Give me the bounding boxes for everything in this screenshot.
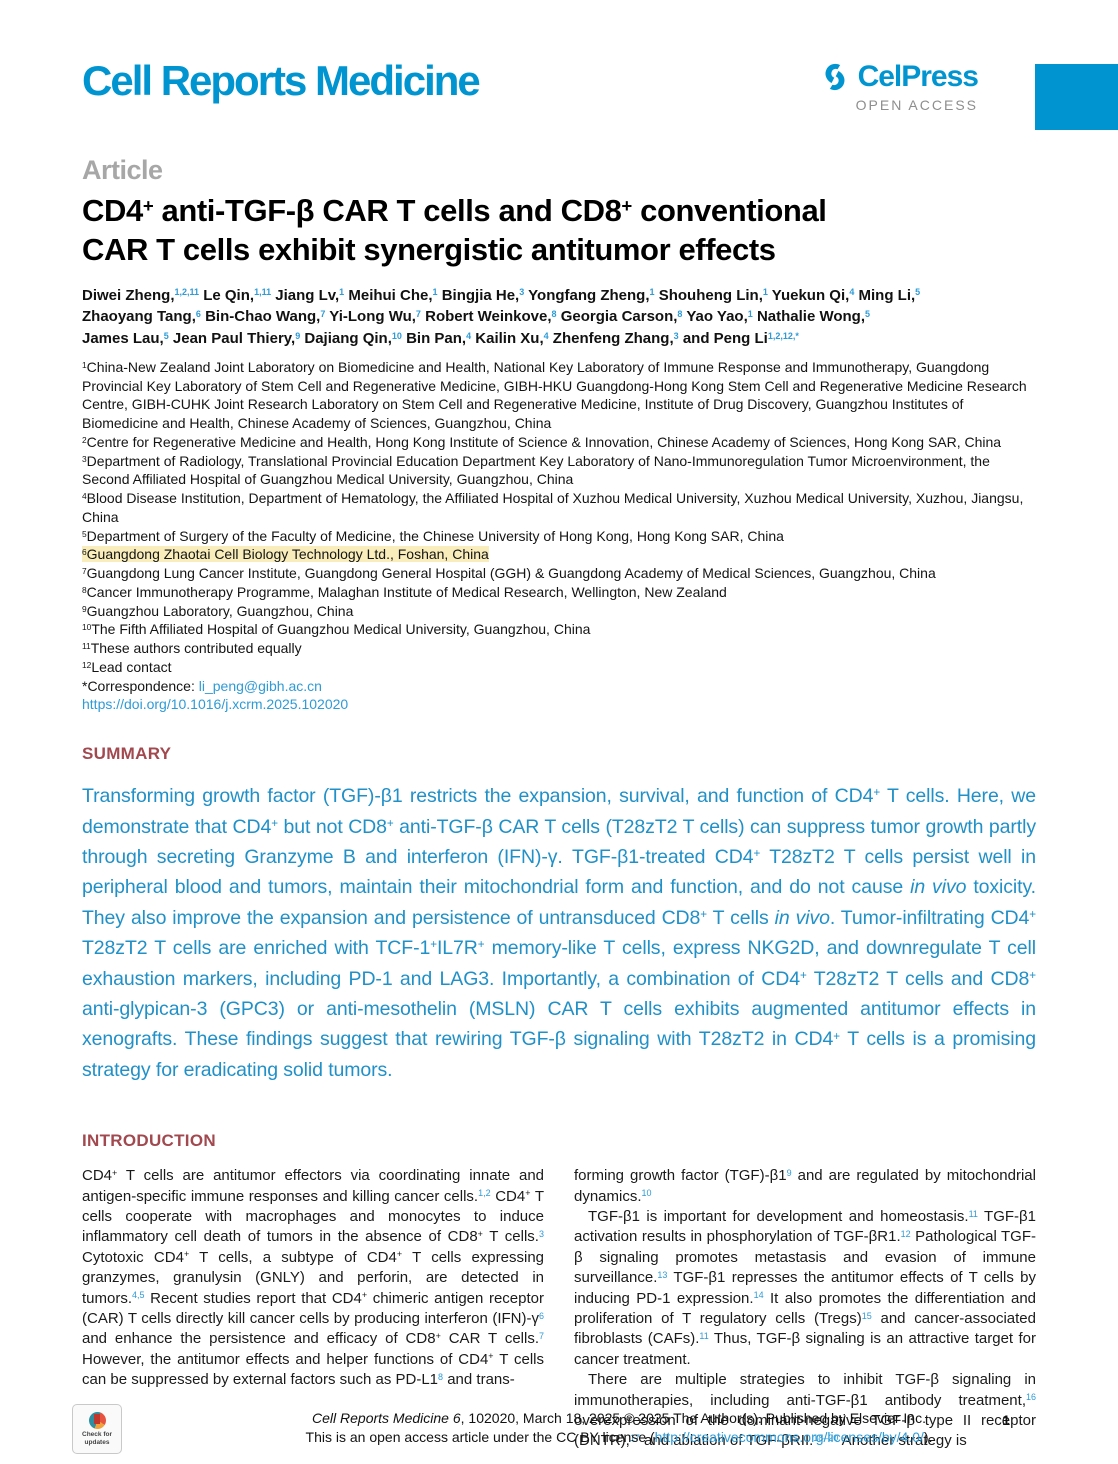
paragraph: TGF-β1 is important for development and … — [574, 1208, 1036, 1368]
affiliation-line: 4Blood Disease Institution, Department o… — [82, 490, 1024, 525]
article-type-label: Article — [82, 155, 163, 185]
affiliation-line: 5Department of Surgery of the Faculty of… — [82, 527, 784, 544]
introduction-section: INTRODUCTION CD4+ T cells are antitumor … — [82, 1131, 1036, 1451]
cellpress-icon — [818, 60, 852, 94]
paragraph: forming growth factor (TGF)-β19 and are … — [574, 1167, 1036, 1205]
page-number: 1 — [1002, 1411, 1010, 1428]
page-header: Cell Reports Medicine CelPress OPEN ACCE… — [82, 0, 1036, 114]
cellpress-block: CelPress OPEN ACCESS — [818, 60, 979, 113]
affiliation-line: 12Lead contact — [82, 658, 172, 675]
intro-column-right: forming growth factor (TGF)-β19 and are … — [574, 1166, 1036, 1451]
affiliations: 1China-New Zealand Joint Laboratory on B… — [82, 358, 1036, 714]
summary-section: SUMMARY Transforming growth factor (TGF)… — [82, 744, 1036, 1085]
affiliation-line: 11These authors contributed equally — [82, 640, 302, 657]
page-footer: Cell Reports Medicine 6, 102020, March 1… — [82, 1409, 1036, 1448]
affiliation-line: https://doi.org/10.1016/j.xcrm.2025.1020… — [82, 695, 1036, 714]
check-updates-badge[interactable]: Check for updates — [72, 1404, 122, 1454]
affiliation-line: 10The Fifth Affiliated Hospital of Guang… — [82, 621, 591, 638]
link[interactable]: li_peng@gibh.ac.cn — [198, 677, 322, 694]
paragraph: There are multiple strategies to inhibit… — [574, 1371, 1036, 1450]
crossmark-icon — [88, 1412, 106, 1430]
summary-body: Transforming growth factor (TGF)-β1 rest… — [82, 785, 1037, 1081]
affiliation-line: 9Guangzhou Laboratory, Guangzhou, China — [82, 602, 354, 619]
introduction-heading: INTRODUCTION — [82, 1131, 216, 1151]
link[interactable]: http://creativecommons.org/licenses/by/4… — [654, 1429, 924, 1446]
author-list: Diwei Zheng,1,2,11 Le Qin,1,11 Jiang Lv,… — [82, 286, 921, 348]
page-title: CD4+ anti-TGF-β CAR T cells and CD8+ con… — [82, 193, 827, 268]
corner-accent-rect — [1035, 64, 1118, 130]
link[interactable]: https://doi.org/10.1016/j.xcrm.2025.1020… — [82, 696, 349, 713]
affiliation-line: 6Guangdong Zhaotai Cell Biology Technolo… — [82, 546, 489, 563]
intro-column-left: CD4+ T cells are antitumor effectors via… — [82, 1166, 544, 1451]
open-access-label: OPEN ACCESS — [855, 97, 978, 113]
affiliation-line: 1China-New Zealand Joint Laboratory on B… — [82, 358, 1027, 432]
affiliation-line: 7Guangdong Lung Cancer Institute, Guangd… — [82, 565, 936, 582]
journal-wordmark: Cell Reports Medicine — [82, 57, 481, 104]
footer-license: This is an open access article under the… — [305, 1429, 933, 1446]
cellpress-logo-text: CelPress — [857, 60, 979, 93]
affiliation-line: 2Centre for Regenerative Medicine and He… — [82, 433, 1002, 450]
footer-citation: Cell Reports Medicine 6, 102020, March 1… — [312, 1409, 926, 1426]
affiliation-line: 3Department of Radiology, Translational … — [82, 452, 990, 488]
summary-heading: SUMMARY — [82, 744, 172, 764]
affiliation-line: 8Cancer Immunotherapy Programme, Malagha… — [82, 583, 727, 600]
paragraph: CD4+ T cells are antitumor effectors via… — [82, 1167, 545, 1389]
affiliation-line: *Correspondence: li_peng@gibh.ac.cn — [82, 677, 322, 694]
check-updates-label: Check for updates — [82, 1431, 112, 1446]
